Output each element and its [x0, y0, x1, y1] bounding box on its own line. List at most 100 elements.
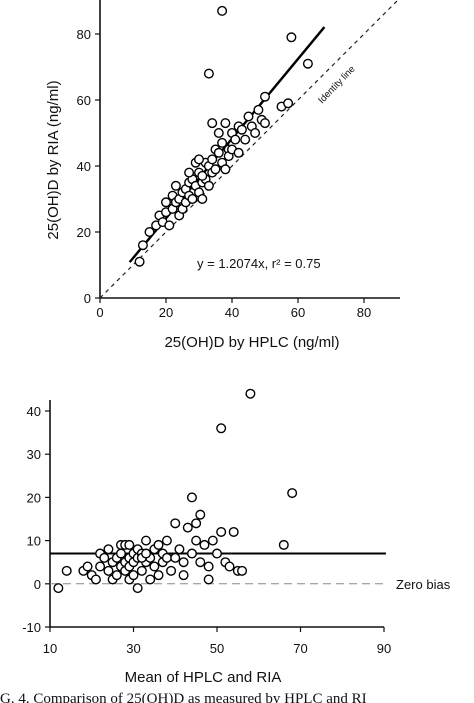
data-point: [187, 193, 198, 204]
bottom-y-tick-label: -10: [22, 620, 41, 635]
data-point: [203, 180, 214, 191]
bottom-x-axis-label: Mean of HPLC and RIA: [125, 669, 282, 686]
data-point: [220, 118, 231, 129]
top-x-tick-label: 80: [357, 305, 371, 320]
data-point: [203, 574, 214, 585]
data-point: [82, 561, 93, 572]
data-point: [207, 154, 218, 165]
data-point: [161, 535, 172, 546]
data-point: [217, 137, 228, 148]
data-point: [207, 118, 218, 129]
data-point: [250, 127, 261, 138]
data-point: [216, 526, 227, 537]
identity-line-label: Identity line: [316, 64, 357, 106]
data-point: [136, 565, 147, 576]
data-point: [233, 147, 244, 158]
identity-line: [99, 0, 398, 299]
data-point: [186, 492, 197, 503]
bottom-y-tick-label: 40: [27, 404, 41, 419]
data-point: [203, 68, 214, 79]
data-point: [174, 544, 185, 555]
data-point: [184, 167, 195, 178]
bottom-x-tick-label: 30: [126, 641, 140, 656]
data-point: [260, 118, 271, 129]
data-point: [217, 5, 228, 16]
top-x-tick-label: 0: [96, 305, 103, 320]
data-point: [220, 164, 231, 175]
data-point: [216, 423, 227, 434]
data-point: [141, 535, 152, 546]
data-point: [253, 104, 264, 115]
top-y-tick-label: 80: [77, 27, 91, 42]
data-point: [170, 518, 181, 529]
data-point: [240, 134, 251, 145]
data-point: [203, 561, 214, 572]
data-point: [170, 552, 181, 563]
data-point: [199, 539, 210, 550]
data-point: [283, 98, 294, 109]
bottom-scatter-chart: 10 30 50 70 90 -10 0 10 20 30 40 Zero bias Mean of…: [22, 388, 451, 686]
data-point: [236, 124, 247, 135]
data-point: [103, 565, 114, 576]
data-point: [103, 544, 114, 555]
top-y-axis-label: 25(OH)D by RIA (ng/ml): [45, 80, 62, 239]
data-point: [245, 388, 256, 399]
data-point: [213, 127, 224, 138]
data-point: [95, 561, 106, 572]
data-point: [153, 539, 164, 550]
data-point: [128, 570, 139, 581]
data-point: [141, 548, 152, 559]
data-point: [160, 197, 171, 208]
bottom-x-tick-label: 50: [210, 641, 224, 656]
top-x-tick-label: 40: [225, 305, 239, 320]
bottom-y-tick-label: 20: [27, 490, 41, 505]
data-point: [191, 535, 202, 546]
bottom-x-tick-label: 90: [377, 641, 391, 656]
figure-caption: G. 4. Comparison of 25(OH)D as measured …: [0, 691, 367, 703]
data-point: [193, 154, 204, 165]
data-point: [178, 570, 189, 581]
bottom-y-tick-label: 30: [27, 447, 41, 462]
bottom-x-tick-label: 10: [43, 641, 57, 656]
data-point: [213, 147, 224, 158]
data-point: [170, 180, 181, 191]
data-point: [287, 488, 298, 499]
bottom-y-tick-label: 10: [27, 534, 41, 549]
top-y-tick-label: 60: [77, 93, 91, 108]
top-scatter-chart: 0 20 40 60 80 0 20 40 60 80 Identity line y = 1.2…: [45, 0, 400, 351]
data-point: [115, 548, 126, 559]
top-y-tick-label: 40: [77, 159, 91, 174]
data-point: [182, 522, 193, 533]
data-point: [197, 193, 208, 204]
data-point: [237, 565, 248, 576]
top-x-axis-label: 25(OH)D by HPLC (ng/ml): [164, 334, 339, 351]
data-point: [53, 583, 64, 594]
data-point: [137, 240, 148, 251]
data-point: [111, 570, 122, 581]
data-point: [178, 557, 189, 568]
data-point: [161, 552, 172, 563]
data-point: [186, 548, 197, 559]
data-point: [243, 111, 254, 122]
data-point: [90, 574, 101, 585]
data-point: [153, 570, 164, 581]
data-point: [210, 164, 221, 175]
data-point: [191, 518, 202, 529]
data-point: [164, 220, 175, 231]
data-point: [230, 134, 241, 145]
data-point: [166, 565, 177, 576]
data-point: [195, 557, 206, 568]
data-point: [286, 32, 297, 43]
data-point: [145, 574, 156, 585]
top-y-tick-label: 20: [77, 225, 91, 240]
data-point: [134, 256, 145, 267]
bottom-y-tick-label: 0: [34, 577, 41, 592]
data-point: [195, 509, 206, 520]
data-point: [61, 565, 72, 576]
data-point: [207, 535, 218, 546]
top-x-tick-label: 20: [159, 305, 173, 320]
zero-bias-label: Zero bias: [396, 577, 451, 592]
data-point: [228, 526, 239, 537]
data-point: [144, 226, 155, 237]
